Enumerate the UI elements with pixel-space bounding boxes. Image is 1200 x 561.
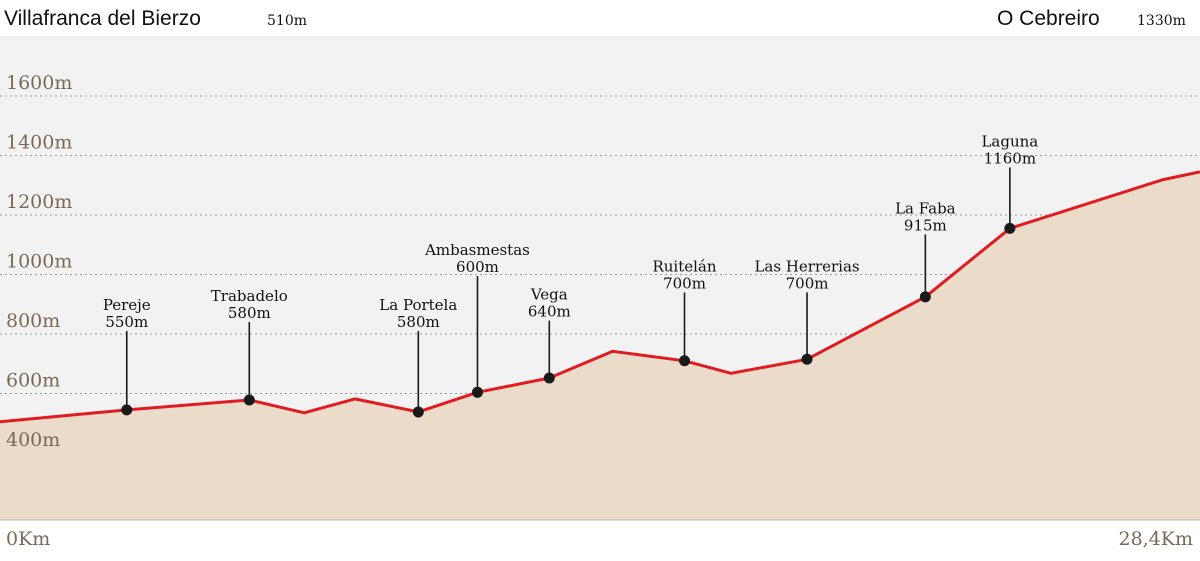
waypoint-name: Laguna bbox=[981, 132, 1038, 150]
waypoint-altitude: 640m bbox=[528, 303, 571, 321]
waypoint-altitude: 1160m bbox=[984, 149, 1036, 167]
y-tick-label: 1000m bbox=[6, 251, 72, 273]
waypoint-altitude: 915m bbox=[904, 216, 947, 234]
waypoint-name: La Faba bbox=[895, 199, 956, 217]
waypoint-altitude: 580m bbox=[397, 313, 440, 331]
waypoint-marker bbox=[1004, 222, 1016, 234]
x-tick-label-end: 28,4Km bbox=[1118, 528, 1193, 550]
start-town-name: Villafranca del Bierzo bbox=[4, 7, 201, 30]
start-town-altitude: 510m bbox=[267, 13, 307, 29]
waypoint-name: Pereje bbox=[103, 296, 151, 314]
y-tick-label: 1600m bbox=[6, 72, 72, 94]
waypoint-name: Vega bbox=[530, 286, 568, 304]
y-tick-label: 400m bbox=[6, 429, 60, 451]
waypoint-marker bbox=[243, 394, 255, 406]
waypoint-name: Ruitelán bbox=[652, 257, 716, 275]
waypoint-marker bbox=[412, 406, 424, 418]
waypoint-name: Las Herrerias bbox=[754, 257, 859, 275]
terrain-area bbox=[0, 171, 1200, 520]
waypoint-altitude: 600m bbox=[456, 258, 499, 276]
waypoint-marker bbox=[471, 386, 483, 398]
end-town-name: O Cebreiro bbox=[997, 7, 1100, 30]
route-line bbox=[0, 170, 1200, 424]
waypoint-marker bbox=[679, 355, 691, 367]
y-tick-label: 600m bbox=[6, 370, 60, 392]
end-town-altitude: 1330m bbox=[1137, 13, 1186, 29]
waypoint-altitude: 700m bbox=[663, 274, 706, 292]
y-tick-label: 1200m bbox=[6, 191, 72, 213]
waypoint-marker bbox=[121, 404, 133, 416]
waypoint-marker bbox=[543, 372, 555, 384]
x-tick-label-start: 0Km bbox=[6, 528, 50, 550]
waypoint-name: La Portela bbox=[379, 296, 457, 314]
waypoint-name: Ambasmestas bbox=[424, 241, 530, 259]
y-tick-label: 1400m bbox=[6, 132, 72, 154]
y-tick-label: 800m bbox=[6, 310, 60, 332]
waypoint-name: Trabadelo bbox=[211, 287, 288, 305]
waypoint-altitude: 700m bbox=[786, 274, 829, 292]
waypoint-marker bbox=[801, 353, 813, 365]
waypoint-altitude: 550m bbox=[105, 313, 148, 331]
y-axis-ticks: 400m 600m 800m 1000m 1200m 1400m 1600m bbox=[6, 72, 72, 451]
waypoint-marker bbox=[919, 291, 931, 303]
waypoint-altitude: 580m bbox=[228, 304, 271, 322]
